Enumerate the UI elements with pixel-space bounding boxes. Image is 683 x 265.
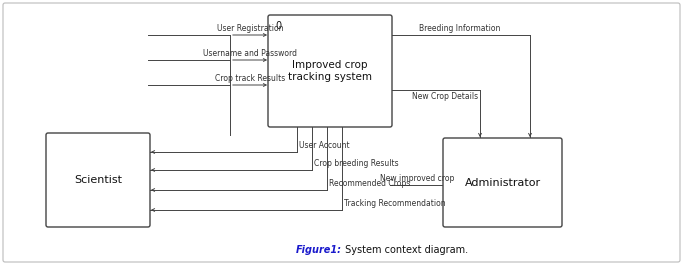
Text: New Crop Details: New Crop Details <box>412 92 478 101</box>
FancyBboxPatch shape <box>268 15 392 127</box>
Text: Scientist: Scientist <box>74 175 122 185</box>
Text: 0: 0 <box>275 21 281 31</box>
Text: Crop breeding Results: Crop breeding Results <box>314 159 399 168</box>
Text: User Registration: User Registration <box>217 24 283 33</box>
Text: Crop track Results: Crop track Results <box>215 74 285 83</box>
FancyBboxPatch shape <box>46 133 150 227</box>
Text: Tracking Recommendation: Tracking Recommendation <box>344 199 445 208</box>
Text: New improved crop: New improved crop <box>380 174 455 183</box>
Text: Username and Password: Username and Password <box>203 49 297 58</box>
Text: User Account: User Account <box>299 141 350 150</box>
Text: Administrator: Administrator <box>464 178 540 188</box>
Text: Improved crop
tracking system: Improved crop tracking system <box>288 60 372 82</box>
Text: Recommended Crops: Recommended Crops <box>329 179 410 188</box>
FancyBboxPatch shape <box>443 138 562 227</box>
FancyBboxPatch shape <box>3 3 680 262</box>
Text: Breeding Information: Breeding Information <box>419 24 501 33</box>
Text: Figure1:: Figure1: <box>296 245 342 255</box>
Text: System context diagram.: System context diagram. <box>342 245 468 255</box>
